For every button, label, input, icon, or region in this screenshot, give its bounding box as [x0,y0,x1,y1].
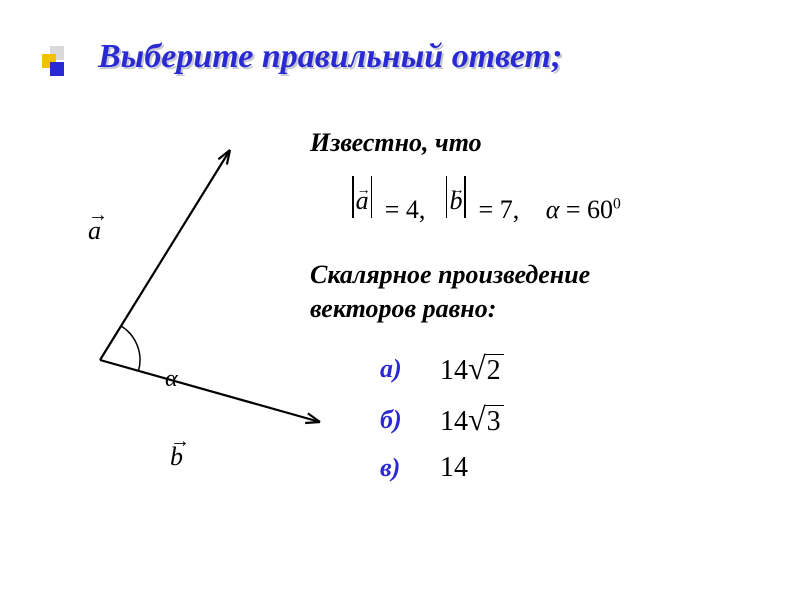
given-formula: →a = 4, →b = 7, α = 600 [352,172,621,225]
accent-sq-blue [50,62,64,76]
answer-option[interactable]: а)14√2 [380,350,504,387]
answer-label: б) [380,405,440,435]
answer-option[interactable]: в)14 [380,452,504,484]
alpha-eq: α = 600 [546,195,621,224]
answer-option[interactable]: б)14√3 [380,401,504,438]
answer-label: а) [380,354,440,384]
vector-a-label: →a [88,216,101,246]
prompt-line1: Скалярное произведение [310,260,590,290]
title-text: Выберите правильный ответ; [98,38,562,75]
answer-list: а)14√2б)14√3в)14 [380,350,504,498]
answer-label: в) [380,453,440,483]
answer-value: 14 [440,452,468,484]
angle-alpha-label: α [165,366,178,393]
answer-value: 14√3 [440,401,504,438]
mag-b: →b [446,172,466,222]
slide: { "accent": { "x": 42, "y": 46, "colors"… [0,0,800,600]
eq1: = 4, [379,195,432,224]
mag-a: →a [352,172,372,222]
eq2: = 7, [473,195,526,224]
answer-value: 14√2 [440,350,504,387]
page-title: Выберите правильный ответ; [98,38,562,76]
vector-diagram [40,130,340,450]
vector-b-label: →b [170,442,183,472]
